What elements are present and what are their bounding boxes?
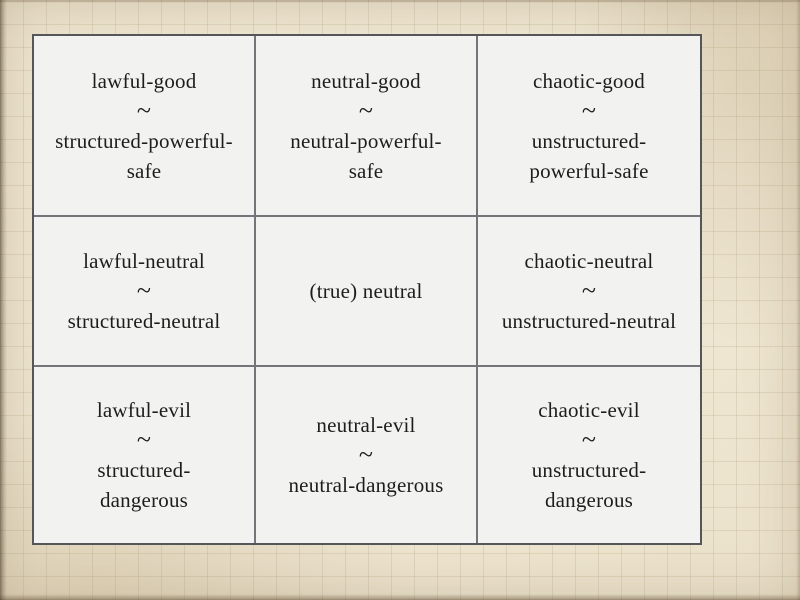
- cell-chaotic-evil: chaotic-evil ~ unstructured- dangerous: [478, 367, 700, 543]
- alignment-label: chaotic-good: [532, 68, 646, 93]
- equivalent-label-line2: dangerous: [99, 488, 189, 512]
- equivalent-label-line1: neutral-dangerous: [288, 473, 444, 497]
- alignment-label: lawful-good: [91, 68, 197, 93]
- equivalent-label-line1: unstructured-: [531, 458, 647, 482]
- cell-lawful-neutral: lawful-neutral ~ structured-neutral: [34, 217, 256, 367]
- alignment-label: chaotic-evil: [538, 398, 640, 422]
- alignment-label: chaotic-neutral: [524, 249, 654, 273]
- paper-edge-left: [0, 0, 7, 600]
- paper-edge-bottom: [0, 594, 800, 600]
- cell-lawful-good: lawful-good ~ structured-powerful- safe: [34, 36, 256, 217]
- tilde-separator: ~: [358, 440, 374, 469]
- alignment-label: lawful-evil: [96, 398, 192, 422]
- alignment-label: lawful-neutral: [83, 249, 205, 273]
- cell-lawful-evil: lawful-evil ~ structured- dangerous: [34, 367, 256, 543]
- tilde-separator: ~: [136, 276, 152, 305]
- alignment-label: (true) neutral: [309, 279, 423, 303]
- equivalent-label-line1: structured-: [97, 458, 191, 482]
- equivalent-label-line2: safe: [348, 158, 384, 183]
- equivalent-label-line1: unstructured-: [531, 128, 647, 153]
- tilde-separator: ~: [581, 95, 597, 125]
- tilde-separator: ~: [581, 276, 597, 305]
- cell-neutral-evil: neutral-evil ~ neutral-dangerous: [256, 367, 478, 543]
- tilde-separator: ~: [581, 425, 597, 454]
- alignment-label: neutral-good: [311, 68, 421, 93]
- paper-edge-top: [0, 0, 800, 3]
- cell-chaotic-good: chaotic-good ~ unstructured- powerful-sa…: [478, 36, 700, 217]
- cell-true-neutral: (true) neutral: [256, 217, 478, 367]
- equivalent-label-line2: safe: [126, 158, 162, 183]
- cell-neutral-good: neutral-good ~ neutral-powerful- safe: [256, 36, 478, 217]
- paper-edge-right: [796, 0, 800, 600]
- alignment-table: lawful-good ~ structured-powerful- safe …: [32, 34, 702, 545]
- tilde-separator: ~: [136, 95, 152, 125]
- equivalent-label-line1: neutral-powerful-: [290, 128, 442, 153]
- tilde-separator: ~: [358, 95, 374, 125]
- equivalent-label-line1: structured-neutral: [67, 309, 221, 333]
- tilde-separator: ~: [136, 425, 152, 454]
- cell-chaotic-neutral: chaotic-neutral ~ unstructured-neutral: [478, 217, 700, 367]
- equivalent-label-line1: structured-powerful-: [55, 128, 233, 153]
- alignment-label: neutral-evil: [316, 413, 416, 437]
- equivalent-label-line2: powerful-safe: [529, 158, 649, 183]
- equivalent-label-line2: dangerous: [544, 488, 634, 512]
- equivalent-label-line1: unstructured-neutral: [501, 309, 677, 333]
